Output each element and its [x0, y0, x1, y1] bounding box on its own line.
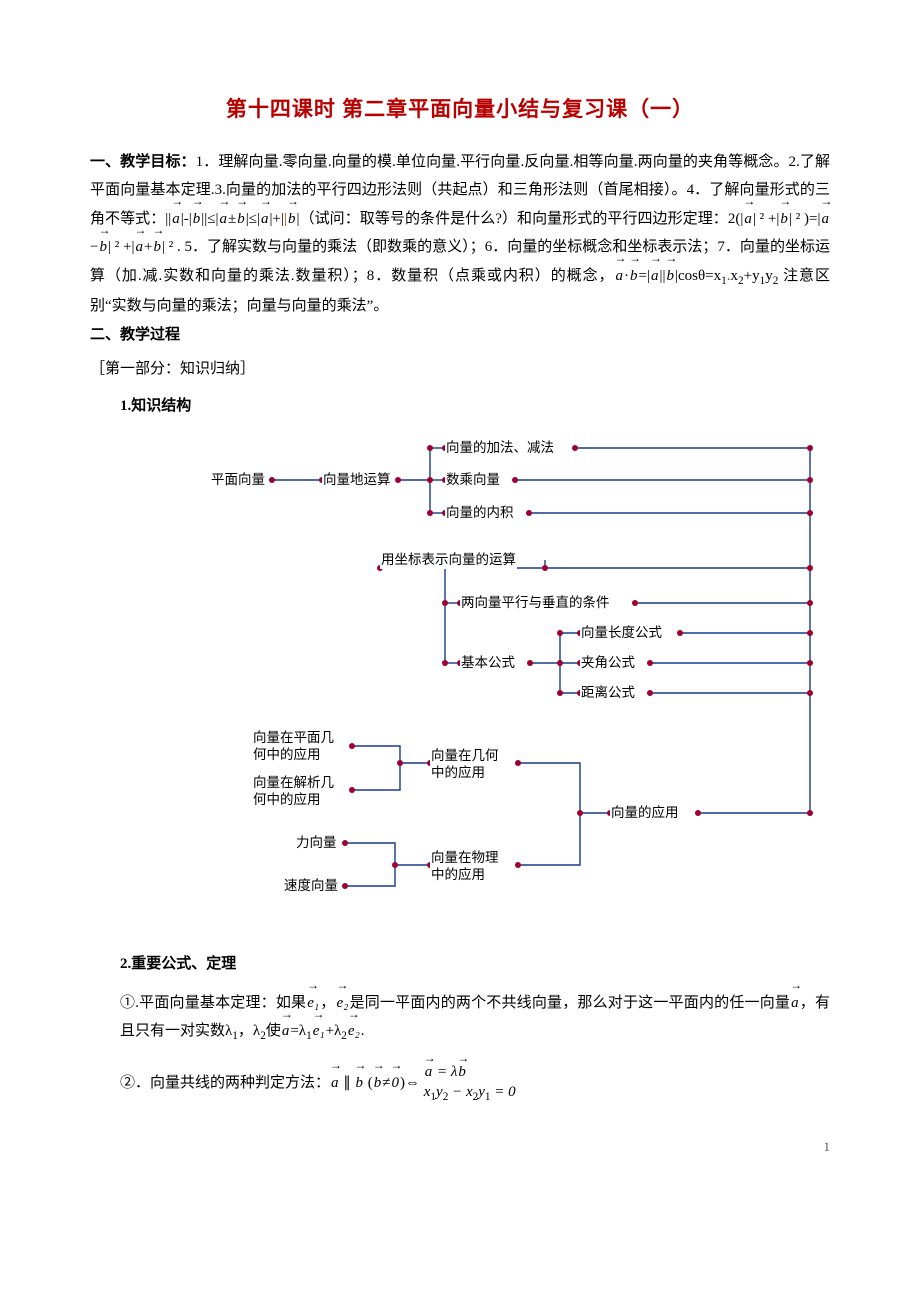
vec-a-icon: →a	[330, 1069, 340, 1098]
vec-zero-icon: →0	[391, 1069, 401, 1098]
vec-b-icon: →b	[629, 262, 639, 291]
diagram-node: 向量长度公式	[580, 625, 663, 642]
theorem-2: ②．向量共线的两种判定方法：→a ∥ →b (→b≠→0)⇔ →a = λ→b …	[120, 1062, 830, 1105]
diagram-node: 距离公式	[580, 685, 636, 702]
goal-text: | ² )=|	[789, 211, 821, 227]
diagram-node: 用坐标表示向量的运算	[380, 552, 517, 569]
teaching-goal: 一、教学目标：1．理解向量.零向量.向量的模.单位向量.平行向量.反向量.相等向…	[90, 148, 830, 321]
text: 使	[266, 1023, 281, 1039]
diagram-node: 平面向量	[210, 472, 266, 489]
formula-heading: 2.重要公式、定理	[120, 950, 830, 979]
text: ②．向量共线的两种判定方法：	[120, 1075, 330, 1091]
goal-text: x	[731, 268, 739, 284]
structure-heading: 1.知识结构	[120, 392, 830, 421]
diagram-node: 向量地运算	[322, 472, 392, 489]
vec-a-icon: →a	[281, 1017, 291, 1046]
goal-text: | ² +|	[753, 211, 780, 227]
text: +λ	[326, 1023, 342, 1039]
vec-b-icon: →b	[373, 1069, 383, 1098]
diagram-node: 向量在几何 中的应用	[430, 748, 500, 782]
text: .	[361, 1023, 365, 1039]
diagram-node: 向量在物理 中的应用	[430, 850, 500, 884]
vec-b-icon: →b	[236, 205, 246, 234]
vec-b-icon: →b	[152, 233, 162, 262]
goal-text: |cosθ=x	[675, 268, 721, 284]
diagram-node: 速度向量	[283, 878, 339, 895]
text: ，λ	[238, 1023, 260, 1039]
vec-b-icon: →b	[98, 233, 108, 262]
goal-text: +	[144, 239, 152, 255]
text: ≠	[382, 1075, 390, 1091]
text: ∥	[340, 1075, 355, 1091]
goal-text: |（试问：取等号的条件是什么?）和向量形式的平行四边形定理：2(|	[297, 211, 744, 227]
text: )⇔	[400, 1075, 420, 1091]
diagram-node: 向量的内积	[445, 505, 515, 522]
page-number: 1	[90, 1135, 830, 1160]
heading-process: 二、教学过程	[90, 321, 830, 350]
vec-a-icon: →a	[790, 989, 800, 1018]
goal-text: =|	[639, 268, 650, 284]
theorem-1: ①.平面向量基本定理：如果→e₁，→e₂是同一平面内的两个不共线向量，那么对于这…	[120, 989, 830, 1048]
vec-a-icon: →a	[260, 205, 270, 234]
text: 是同一平面内的两个不共线向量，那么对于这一平面内的任一向量	[349, 995, 790, 1011]
goal-text: y	[765, 268, 773, 284]
diagram-node: 向量在解析几 何中的应用	[252, 775, 335, 809]
vec-a-icon: →a	[219, 205, 229, 234]
diagram-node: 两向量平行与垂直的条件	[460, 595, 611, 612]
vec-b-icon: →b	[355, 1069, 365, 1098]
page-title: 第十四课时 第二章平面向量小结与复习课（一）	[90, 90, 830, 130]
text: (	[364, 1075, 373, 1091]
goal-text: |-|	[181, 211, 192, 227]
diagram-node: 数乘向量	[445, 472, 501, 489]
heading-goal: 一、教学目标：	[90, 154, 196, 170]
equiv-conditions: →a = λ→b x1y2 − x2y1 = 0	[424, 1062, 516, 1105]
diagram-node: 向量的加法、减法	[445, 440, 555, 457]
goal-text: +y	[744, 268, 760, 284]
vec-b-icon: →b	[287, 205, 297, 234]
diagram-node: 向量的应用	[610, 805, 680, 822]
knowledge-structure-diagram: 平面向量 向量地运算 向量的加法、减法 数乘向量 向量的内积 用坐标表示向量的运…	[90, 430, 830, 940]
vec-a-icon: →a	[134, 233, 144, 262]
vec-e1-icon: →e₁	[312, 1017, 326, 1046]
vec-a-icon: →a	[171, 205, 181, 234]
goal-text: ±	[228, 211, 236, 227]
goal-text: |≤|	[246, 211, 260, 227]
goal-text: |+|	[270, 211, 284, 227]
text: ①.平面向量基本定理：如果	[120, 995, 306, 1011]
goal-text: | ² +|	[108, 239, 135, 255]
diagram-node: 向量在平面几 何中的应用	[252, 730, 335, 764]
vec-b-icon: →b	[779, 205, 789, 234]
diagram-node: 力向量	[295, 835, 338, 852]
vec-b-icon: →b	[192, 205, 202, 234]
vec-a-icon: →a	[650, 262, 660, 291]
vec-a-icon: →a	[820, 205, 830, 234]
goal-text: −	[90, 239, 98, 255]
vec-a-icon: →a	[743, 205, 753, 234]
vec-b-icon: →b	[666, 262, 676, 291]
diagram-node: 夹角公式	[580, 655, 636, 672]
part-label: ［第一部分：知识归纳］	[90, 355, 830, 384]
goal-text: ||≤|	[201, 211, 218, 227]
text: =λ	[290, 1023, 306, 1039]
vec-a-icon: →a	[615, 262, 625, 291]
diagram-node: 基本公式	[460, 655, 516, 672]
vec-e2-icon: →e₂	[347, 1017, 361, 1046]
